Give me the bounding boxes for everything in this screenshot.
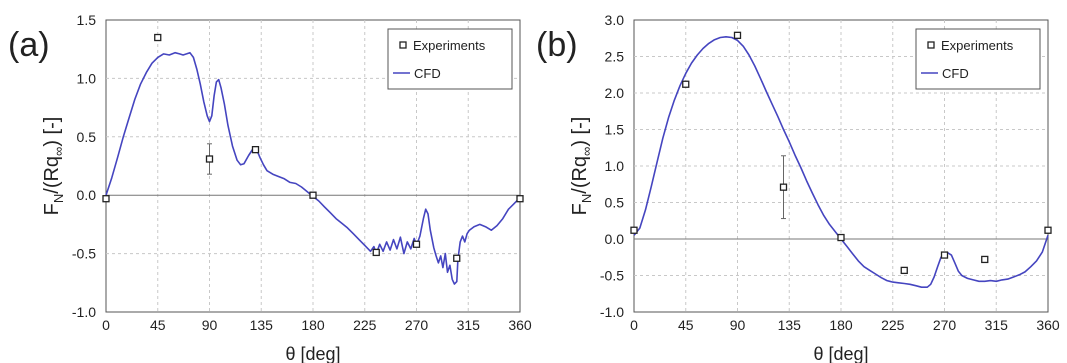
y-tick-label: -1.0 <box>600 304 624 320</box>
data-point-experiment <box>900 266 908 275</box>
y-tick-label: 3.0 <box>605 12 625 28</box>
data-point-experiment <box>453 254 461 262</box>
x-tick-label: 45 <box>678 317 694 333</box>
x-tick-label: 270 <box>933 317 957 333</box>
svg-text:FN/(Rq∞) [-]: FN/(Rq∞) [-] <box>569 117 594 216</box>
y-axis-label: FN/(Rq∞) [-] <box>41 117 66 216</box>
data-point-experiment <box>733 31 742 39</box>
data-point-experiment <box>630 226 638 234</box>
legend-label-cfd: CFD <box>414 66 441 81</box>
y-tick-label: 1.5 <box>77 12 97 28</box>
x-tick-label: 135 <box>250 317 274 333</box>
series-group <box>102 33 524 285</box>
legend: Experiments CFD <box>915 28 1041 90</box>
x-axis-label: θ [deg] <box>285 344 340 363</box>
panel-b: 0 45 90 135 180 225 270 315 360 -1.0 -0.5 0.0 0.5 1.… <box>536 12 1060 363</box>
y-tick-label: 1.0 <box>77 70 97 86</box>
y-tick-label: 0.5 <box>605 195 625 211</box>
svg-text:FN/(Rq∞) [-]: FN/(Rq∞) [-] <box>41 117 66 216</box>
x-tick-label: 360 <box>508 317 532 333</box>
y-tick-label: 0.0 <box>605 231 625 247</box>
data-point-experiment <box>682 80 690 88</box>
x-tick-label: 0 <box>102 317 110 333</box>
legend-marker-experiments <box>399 41 407 49</box>
x-tick-label: 45 <box>150 317 166 333</box>
data-point-experiment <box>412 240 421 248</box>
data-point-experiment <box>372 248 380 257</box>
data-point-experiment <box>516 195 524 203</box>
data-point-experiment <box>779 183 788 191</box>
x-tick-label: 0 <box>630 317 638 333</box>
data-point-experiment <box>981 255 989 264</box>
legend-box <box>387 28 513 90</box>
x-tick-labels: 0 45 90 135 180 225 270 315 360 <box>102 317 532 333</box>
legend-label-experiments: Experiments <box>941 38 1014 53</box>
x-tick-label: 270 <box>405 317 429 333</box>
legend-box <box>915 28 1041 90</box>
x-tick-label: 315 <box>985 317 1009 333</box>
y-tick-label: 0.0 <box>77 187 97 203</box>
y-tick-label: -1.0 <box>72 304 96 320</box>
x-tick-label: 225 <box>353 317 377 333</box>
x-tick-label: 180 <box>301 317 325 333</box>
x-tick-label: 90 <box>730 317 746 333</box>
y-tick-label: 2.5 <box>605 49 625 65</box>
legend-label-experiments: Experiments <box>413 38 486 53</box>
x-tick-label: 315 <box>457 317 481 333</box>
x-tick-label: 225 <box>881 317 905 333</box>
x-tick-label: 180 <box>829 317 853 333</box>
y-tick-labels: -1.0 -0.5 0.0 0.5 1.0 1.5 2.0 2.5 3.0 <box>600 12 624 320</box>
data-point-experiment <box>251 145 260 154</box>
y-tick-label: -0.5 <box>72 246 96 262</box>
data-point-experiment <box>205 155 214 163</box>
series-group <box>630 31 1052 288</box>
panel-label: (a) <box>8 26 50 64</box>
data-point-experiment <box>154 33 162 42</box>
legend: Experiments CFD <box>387 28 513 90</box>
x-tick-label: 135 <box>778 317 802 333</box>
data-point-experiment <box>1044 226 1052 234</box>
panel-a: 0 45 90 135 180 225 270 315 360 -1.0 -0.5 0.0 0.5 1.… <box>8 12 532 363</box>
y-tick-label: 2.0 <box>605 85 625 101</box>
y-tick-label: -0.5 <box>600 268 624 284</box>
data-point-experiment <box>837 233 845 242</box>
x-axis-label: θ [deg] <box>813 344 868 363</box>
data-point-experiment <box>309 191 317 199</box>
y-tick-labels: -1.0 -0.5 0.0 0.5 1.0 1.5 <box>72 12 96 320</box>
panel-label: (b) <box>536 26 578 64</box>
x-tick-label: 360 <box>1036 317 1060 333</box>
y-axis-label: FN/(Rq∞) [-] <box>569 117 594 216</box>
legend-marker-experiments <box>927 41 935 49</box>
series-line-cfd <box>105 51 521 285</box>
y-tick-label: 0.5 <box>77 129 97 145</box>
y-tick-label: 1.0 <box>605 158 625 174</box>
x-tick-label: 90 <box>202 317 218 333</box>
data-point-experiment <box>940 251 949 259</box>
x-tick-labels: 0 45 90 135 180 225 270 315 360 <box>630 317 1060 333</box>
y-tick-label: 1.5 <box>605 122 625 138</box>
data-point-experiment <box>102 195 110 203</box>
legend-label-cfd: CFD <box>942 66 969 81</box>
series-line-cfd <box>633 36 1049 288</box>
